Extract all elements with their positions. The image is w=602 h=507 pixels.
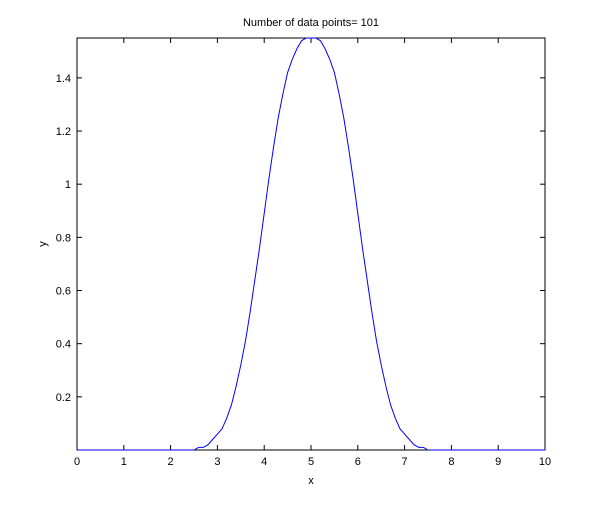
y-tick-label: 0.2 bbox=[56, 392, 71, 404]
x-tick-label: 2 bbox=[168, 456, 174, 468]
x-tick-label: 8 bbox=[448, 456, 454, 468]
y-tick-label: 0.6 bbox=[56, 286, 71, 298]
x-tick-label: 6 bbox=[355, 456, 361, 468]
x-tick-label: 5 bbox=[308, 456, 314, 468]
x-tick-label: 4 bbox=[261, 456, 267, 468]
x-tick-label: 3 bbox=[214, 456, 220, 468]
y-tick-label: 0.4 bbox=[56, 339, 71, 351]
x-tick-label: 9 bbox=[495, 456, 501, 468]
x-tick-label: 1 bbox=[121, 456, 127, 468]
x-axis-label: x bbox=[308, 475, 314, 487]
y-tick-label: 0.8 bbox=[56, 232, 71, 244]
y-axis-label: y bbox=[37, 241, 49, 247]
x-tick-label: 10 bbox=[539, 456, 551, 468]
y-tick-label: 1.2 bbox=[56, 126, 71, 138]
x-tick-label: 0 bbox=[74, 456, 80, 468]
x-tick-label: 7 bbox=[402, 456, 408, 468]
axes-box bbox=[76, 37, 546, 451]
chart-title: Number of data points= 101 bbox=[243, 17, 379, 29]
data-line bbox=[77, 37, 545, 451]
y-tick-label: 1 bbox=[65, 179, 71, 191]
y-tick-label: 1.4 bbox=[56, 73, 71, 85]
